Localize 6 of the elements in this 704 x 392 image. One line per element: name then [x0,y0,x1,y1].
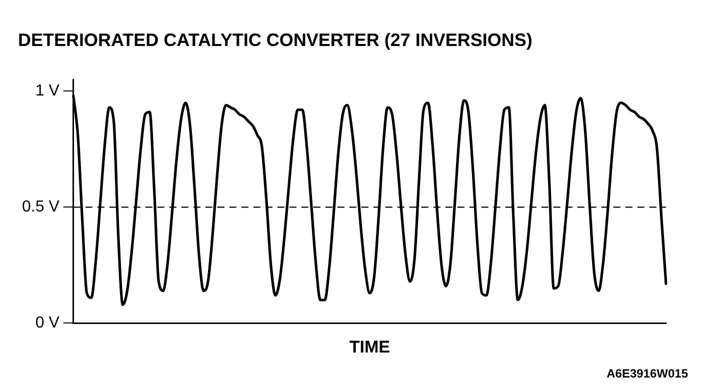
y-tick-label: 0 V [35,314,60,332]
y-tick-label: 0.5 V [22,198,60,216]
text: A6E3916W015 [606,366,688,380]
x-axis-title: TIME [349,337,390,356]
y-tick-label: 1 V [35,82,60,100]
chart-title: DETERIORATED CATALYTIC CONVERTER (27 INVERSIONS) [18,30,532,50]
